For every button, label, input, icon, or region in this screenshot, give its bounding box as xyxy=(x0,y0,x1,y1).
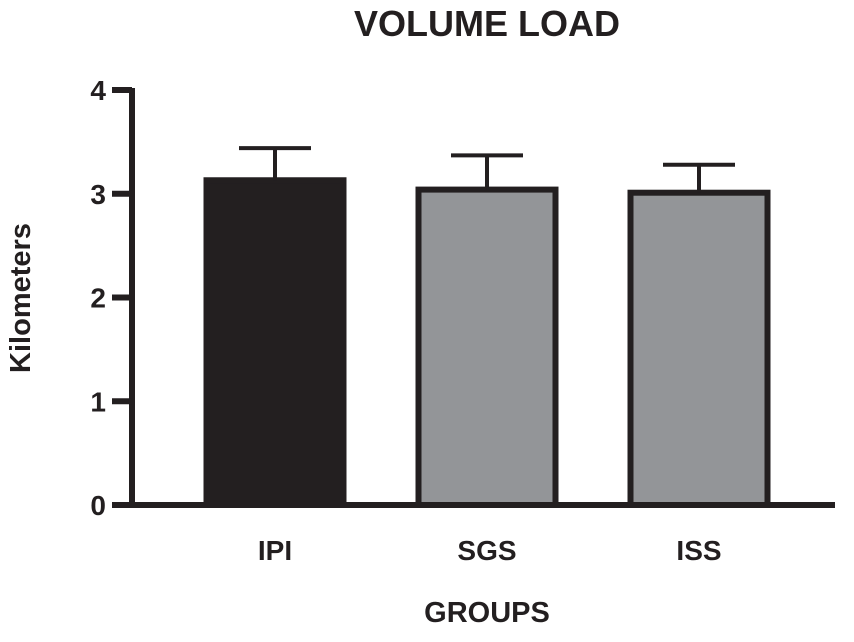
y-tick-label-1: 1 xyxy=(90,386,106,417)
y-tick-label-0: 0 xyxy=(90,490,106,521)
plot-area: IPI SGS ISS 0 1 2 3 4 xyxy=(90,75,835,566)
y-axis-label: Kilometers xyxy=(5,223,37,373)
x-tick-label-sgs: SGS xyxy=(457,535,516,566)
chart-title: VOLUME LOAD xyxy=(354,3,620,44)
bar-sgs xyxy=(415,186,559,508)
x-tick-label-ipi: IPI xyxy=(258,535,292,566)
y-tick-label-3: 3 xyxy=(90,179,106,210)
y-tick-label-4: 4 xyxy=(90,75,106,106)
bar-iss xyxy=(627,189,771,508)
x-axis-label: GROUPS xyxy=(424,597,550,629)
bar-ipi xyxy=(203,177,347,508)
y-tick-label-2: 2 xyxy=(90,283,106,314)
x-tick-label-iss: ISS xyxy=(676,535,721,566)
